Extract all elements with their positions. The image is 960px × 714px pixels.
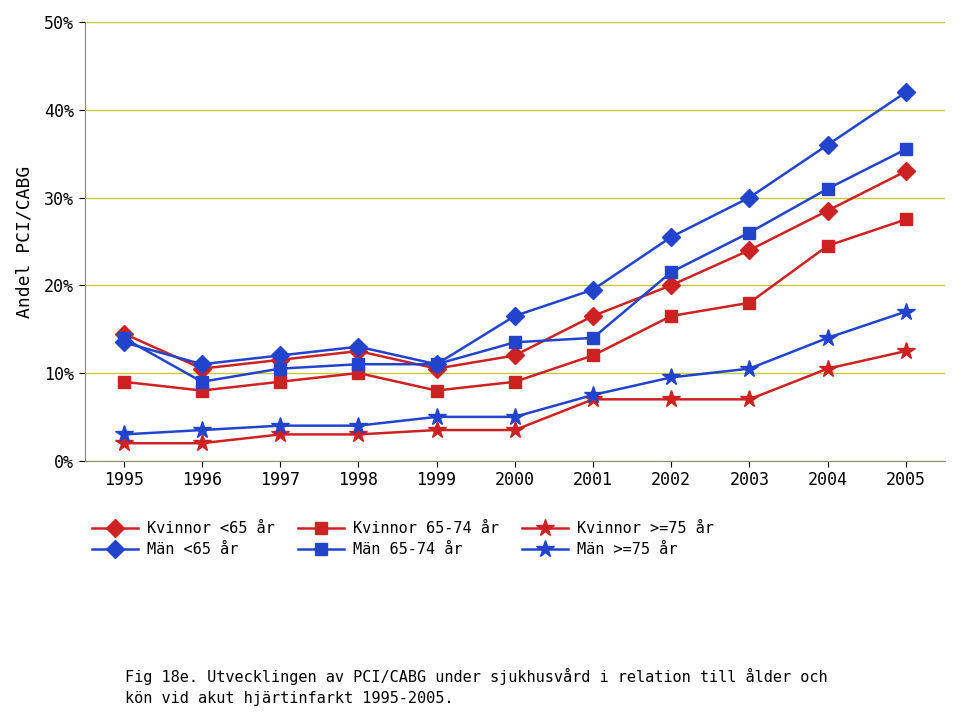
Text: kön vid akut hjärtinfarkt 1995-2005.: kön vid akut hjärtinfarkt 1995-2005.: [125, 691, 453, 706]
Legend: Kvinnor <65 år, Män <65 år, Kvinnor 65-74 år, Män 65-74 år, Kvinnor >=75 år, Män: Kvinnor <65 år, Män <65 år, Kvinnor 65-7…: [92, 521, 713, 557]
Y-axis label: Andel PCI/CABG: Andel PCI/CABG: [15, 165, 33, 318]
Text: Fig 18e. Utvecklingen av PCI/CABG under sjukhusvård i relation till ålder och: Fig 18e. Utvecklingen av PCI/CABG under …: [125, 668, 828, 685]
